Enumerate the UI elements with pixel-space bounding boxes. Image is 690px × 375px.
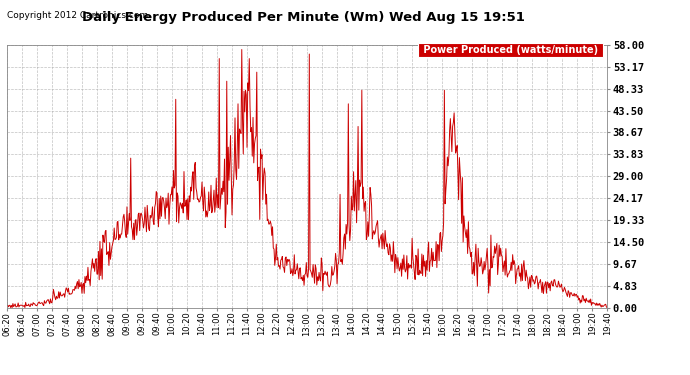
Text: Copyright 2012 Cartronics.com: Copyright 2012 Cartronics.com (7, 11, 148, 20)
Text: Power Produced (watts/minute): Power Produced (watts/minute) (420, 45, 601, 55)
Text: Daily Energy Produced Per Minute (Wm) Wed Aug 15 19:51: Daily Energy Produced Per Minute (Wm) We… (82, 11, 525, 24)
